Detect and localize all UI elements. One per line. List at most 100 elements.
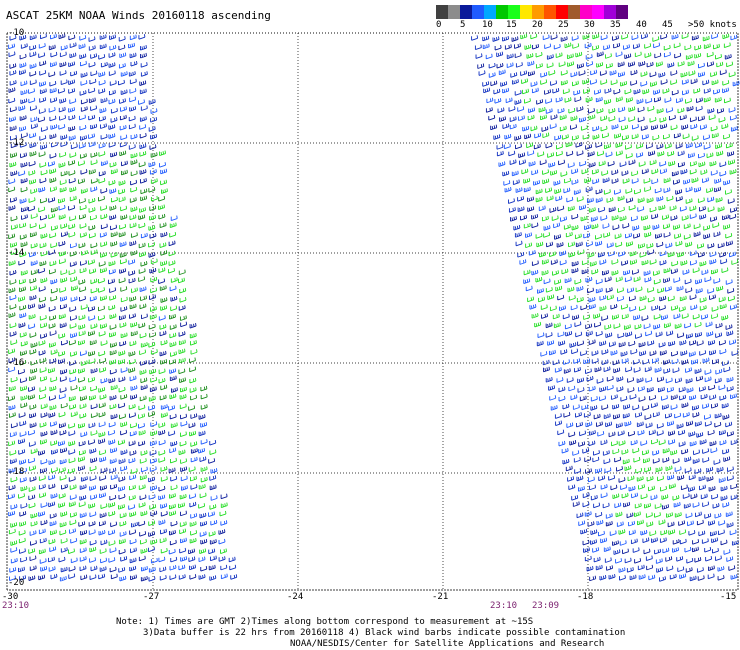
wind-barb (577, 249, 585, 255)
wind-barb (538, 296, 546, 303)
wind-barb (635, 333, 642, 339)
wind-barb (698, 206, 706, 212)
wind-barb (680, 484, 688, 491)
wind-barb (646, 475, 654, 482)
wind-barb (654, 96, 661, 103)
wind-barb (641, 215, 648, 221)
wind-barb (140, 62, 148, 68)
wind-barb (711, 537, 719, 544)
wind-barb (98, 573, 106, 580)
wind-barb (623, 501, 631, 508)
wind-barb (528, 161, 536, 167)
wind-barb (88, 259, 95, 265)
wind-barb (663, 223, 671, 230)
wind-barb (539, 251, 546, 258)
wind-barb (593, 313, 601, 319)
wind-barb (19, 477, 27, 483)
wind-barb (688, 351, 696, 357)
wind-barb (595, 467, 603, 474)
wind-barb (119, 322, 127, 328)
wind-barb (139, 169, 147, 175)
wind-barb (613, 413, 621, 420)
wind-barb (70, 143, 78, 150)
wind-barb (580, 528, 588, 535)
wind-barb (611, 124, 619, 130)
wind-barb (671, 358, 679, 365)
wind-barb (710, 530, 717, 537)
wind-barb (129, 557, 137, 564)
wind-barb (595, 197, 603, 203)
wind-barb (676, 556, 684, 562)
wind-barb (139, 349, 147, 356)
wind-barb (599, 574, 607, 581)
wind-barb (604, 98, 612, 105)
wind-barb (710, 125, 718, 132)
wind-barb (168, 240, 176, 247)
wind-barb (209, 475, 217, 481)
wind-barb (697, 575, 705, 581)
wind-barb (657, 475, 665, 482)
wind-barb (585, 276, 593, 283)
wind-barb (88, 306, 96, 312)
wind-barb (652, 270, 660, 276)
wind-barb (659, 537, 667, 543)
wind-barb (20, 385, 28, 392)
wind-barb (644, 52, 652, 58)
colorbar-label: 25 (558, 20, 569, 30)
wind-barb (98, 143, 106, 149)
wind-barb (724, 97, 731, 104)
wind-barb (130, 547, 137, 554)
wind-barb (511, 79, 519, 85)
wind-barb (49, 520, 57, 527)
wind-barb (661, 314, 668, 321)
wind-barb (673, 501, 681, 508)
wind-barb (219, 510, 227, 517)
wind-barb (118, 36, 126, 42)
wind-barb (9, 125, 17, 132)
wind-barb (40, 144, 48, 150)
wind-barb (595, 278, 603, 285)
wind-barb (100, 213, 108, 220)
wind-barb (40, 233, 48, 239)
wind-barb (658, 72, 666, 78)
wind-barb (620, 81, 628, 87)
wind-barb (88, 422, 96, 429)
wind-barb (88, 377, 96, 383)
wind-barb (704, 421, 712, 427)
wind-barb (617, 296, 625, 302)
wind-barb (645, 330, 653, 337)
wind-barb (690, 123, 698, 130)
wind-barb (199, 492, 207, 499)
wind-barb (726, 330, 734, 337)
colorbar-swatch (496, 5, 508, 19)
wind-barb (627, 475, 635, 482)
wind-barb (30, 342, 38, 348)
wind-barb (90, 494, 98, 500)
wind-barb (99, 492, 107, 499)
wind-barb (587, 252, 595, 258)
wind-barb (119, 124, 127, 131)
wind-barb (641, 134, 649, 140)
wind-barb (604, 88, 612, 94)
wind-barb (586, 241, 593, 247)
wind-barb (679, 295, 687, 302)
wind-barb (674, 512, 682, 518)
wind-barb (536, 99, 544, 105)
wind-barb (592, 178, 600, 185)
wind-barb (590, 539, 597, 545)
wind-barb (189, 538, 197, 544)
wind-barb (535, 276, 543, 283)
wind-barb (583, 88, 591, 94)
wind-barb (69, 494, 77, 500)
map-frame (6, 32, 739, 591)
wind-barb (160, 339, 168, 346)
wind-barb (100, 205, 108, 211)
wind-barb (119, 141, 127, 148)
wind-barb (8, 404, 16, 411)
wind-barb (591, 223, 599, 230)
wind-barb (78, 314, 86, 321)
wind-barb (687, 520, 694, 527)
wind-barb (118, 504, 125, 510)
wind-barb (723, 133, 731, 140)
wind-barb (690, 78, 698, 85)
